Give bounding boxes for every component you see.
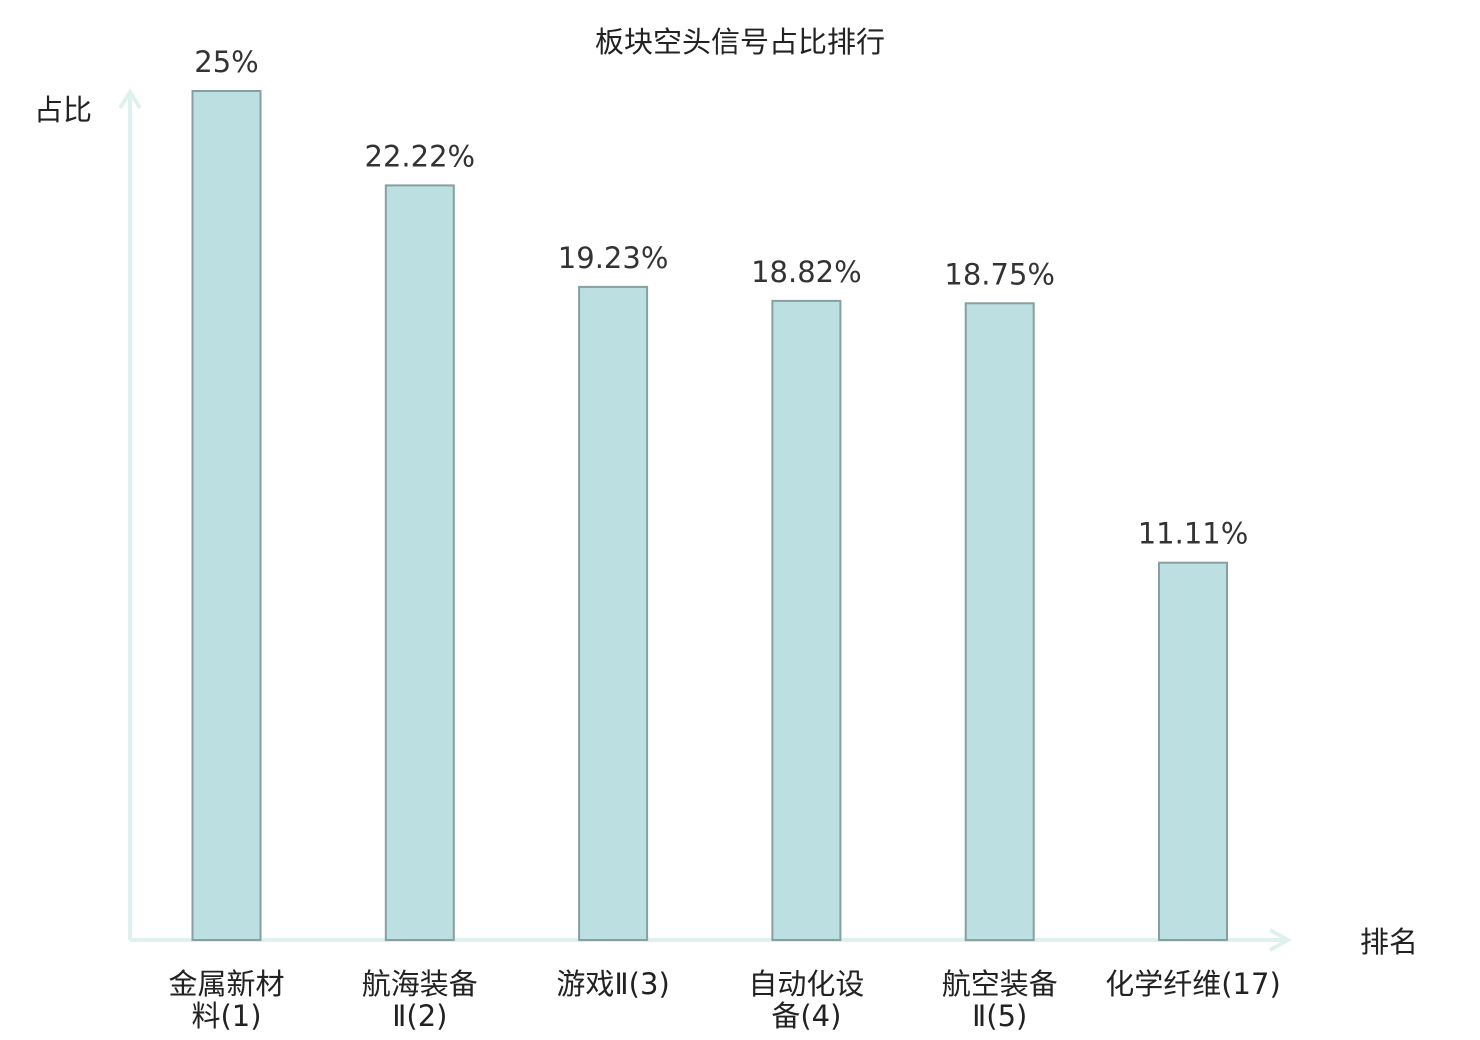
y-axis-title: 占比 bbox=[34, 93, 92, 127]
category-label-4-line-1: 自动化设 bbox=[748, 967, 864, 1001]
category-label-5-line-1: 航空装备 bbox=[942, 967, 1058, 1001]
value-label-1: 25% bbox=[194, 45, 258, 79]
category-label-1-line-1: 金属新材 bbox=[168, 967, 284, 1001]
bar-3 bbox=[578, 285, 649, 941]
bars-group bbox=[191, 90, 1228, 942]
category-label-5-line-2: Ⅱ(5) bbox=[972, 999, 1027, 1033]
bar-5 bbox=[964, 302, 1035, 942]
bar-2 bbox=[384, 184, 455, 941]
category-label-2-line-2: Ⅱ(2) bbox=[392, 999, 447, 1033]
x-axis-arrow bbox=[1269, 928, 1293, 952]
value-labels-group: 25% 22.22% 19.23% 18.82% 18.75% 11.11% bbox=[194, 45, 1248, 551]
value-label-2: 22.22% bbox=[365, 139, 476, 173]
axes bbox=[118, 88, 1293, 952]
x-axis-title: 排名 bbox=[1360, 925, 1418, 959]
value-label-4: 18.82% bbox=[751, 255, 862, 289]
value-label-6: 11.11% bbox=[1138, 517, 1249, 551]
bar-6 bbox=[1158, 561, 1228, 941]
value-label-5: 18.75% bbox=[944, 257, 1055, 291]
chart-title: 板块空头信号占比排行 bbox=[595, 25, 885, 59]
category-label-6: 化学纤维(17) bbox=[1105, 967, 1281, 1001]
bar-4 bbox=[771, 299, 842, 941]
category-label-2-line-1: 航海装备 bbox=[362, 967, 478, 1001]
bar-1 bbox=[191, 90, 262, 941]
category-label-4-line-2: 备(4) bbox=[771, 999, 841, 1033]
category-label-3: 游戏Ⅱ(3) bbox=[556, 967, 669, 1001]
category-label-1-line-2: 料(1) bbox=[191, 999, 261, 1033]
value-label-3: 19.23% bbox=[558, 241, 669, 275]
y-axis-arrow bbox=[118, 88, 142, 110]
